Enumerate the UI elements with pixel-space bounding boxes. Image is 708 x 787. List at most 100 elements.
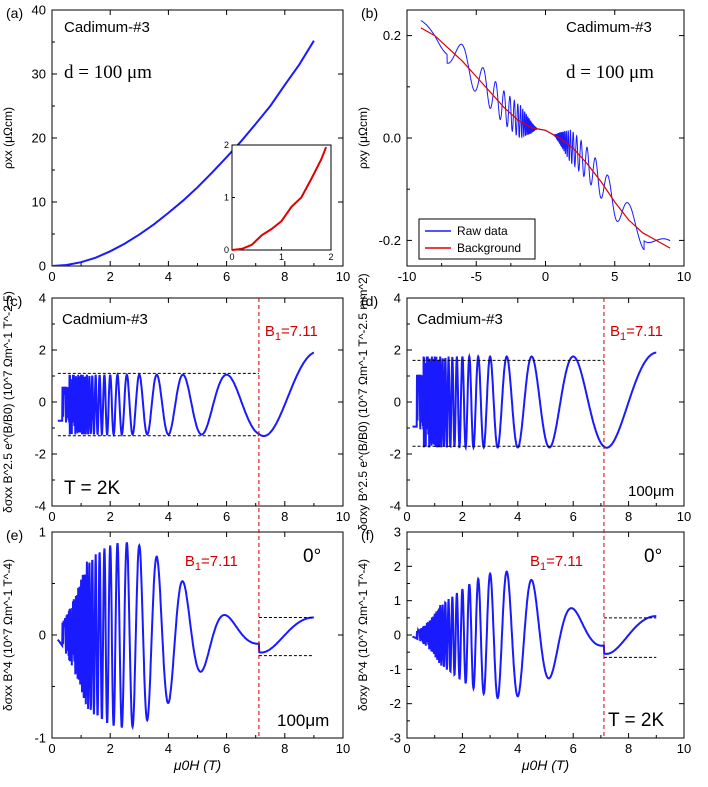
panel-f: 0 2 4 6 8 10 -3 -2 -1 0 1 2 3 δσxy B^4 (10^7 Ωm^-1 T^… [356,525,691,774]
x-tick-label: 10 [677,269,691,284]
y-tick-label: -3 [389,731,401,746]
x-tick-label: 8 [281,509,288,524]
x-tick-label: 0 [48,509,55,524]
y-tick-label: 0.2 [383,28,401,43]
y-tick-label: 0 [394,395,401,410]
y-tick-label: 4 [394,291,401,306]
sample-label: Cadmium-#3 [417,311,503,328]
y-tick-label: 10 [32,195,46,210]
plot-area [57,542,314,731]
series-line-oscillation [57,542,314,731]
y-tick-label: -4 [34,499,46,514]
inset-y-tick-label: 2 [224,140,229,150]
series-line-raw-data [420,20,671,251]
x-tick-label: 4 [514,509,521,524]
x-tick-label: 6 [570,509,577,524]
series-line-background [420,27,671,249]
x-tick-label: 6 [570,741,577,756]
x-tick-label: 2 [107,741,114,756]
y-tick-label: -1 [34,731,46,746]
legend-entry-raw: Raw data [457,224,508,238]
x-tick-label: 10 [677,509,691,524]
plot-area [57,351,315,438]
temperature-label: T = 2K [608,710,664,731]
y-tick-label: 20 [32,131,46,146]
series-line-oscillation [411,570,657,700]
x-tick-label: 4 [165,269,172,284]
x-tick-label: 8 [281,741,288,756]
inset-x-tick-label: 2 [328,252,333,262]
y-tick-label: 0 [39,395,46,410]
y-tick-label: -2 [389,696,401,711]
plot-area [420,20,671,251]
ref-label-sub: 1 [275,331,281,343]
x-tick-label: 4 [165,509,172,524]
y-axis-label: δσxy B^4 (10^7 Ωm^-1 T^-4) [356,559,370,711]
ref-label-sub: 1 [620,331,626,343]
ref-label-value: =7.11 [281,323,318,340]
thickness-label: 100μm [277,711,329,730]
inset-x-tick-label: 1 [279,252,284,262]
sample-label: Cadimum-#3 [64,19,150,36]
legend: Raw data Background [418,218,536,260]
y-axis-label: δσxx B^2.5 e^(B/B0) (10^7 Ωm^-1 T^-2.5) [1,291,15,513]
x-tick-label: 10 [336,741,350,756]
reference-field-label: B1=7.11 [530,553,583,573]
y-tick-label: 0 [394,628,401,643]
x-tick-label: 4 [165,741,172,756]
x-axis-label: μ0H (T) [521,757,569,773]
y-tick-label: 0 [39,259,46,274]
x-tick-label: -5 [470,269,482,284]
legend-box [418,218,536,260]
panel-label: (c) [6,293,22,309]
x-tick-label: 10 [677,741,691,756]
angle-label: 0° [644,546,662,567]
reference-field-label: B1=7.11 [265,323,318,343]
inset: 0 1 2 0 1 2 [224,140,334,262]
ref-label-main: B [530,553,540,570]
series-line-rhoxx [52,40,315,266]
panel-label: (d) [361,293,378,309]
reference-field-label: B1=7.11 [185,553,238,573]
panel-label: (b) [361,5,378,21]
ref-label-sub: 1 [195,561,201,573]
x-tick-label: 0 [542,269,549,284]
x-tick-label: 0 [48,269,55,284]
thickness-label: 100μm [628,483,674,500]
panel-label: (f) [361,527,374,543]
ref-label-main: B [265,323,275,340]
y-tick-label: 0.0 [383,131,401,146]
y-tick-label: 2 [39,343,46,358]
plot-area [52,40,315,266]
y-axis-label: ρxx (μΩcm) [1,107,15,169]
x-tick-label: 6 [223,741,230,756]
y-tick-label: -2 [389,447,401,462]
x-tick-label: 10 [336,269,350,284]
angle-label: 0° [303,546,321,567]
inset-y-tick-label: 1 [224,193,229,203]
x-tick-label: 2 [107,509,114,524]
y-tick-label: 0 [39,628,46,643]
y-tick-label: 2 [394,559,401,574]
x-tick-label: 8 [625,509,632,524]
sample-label: Cadimum-#3 [566,19,652,36]
y-tick-label: -2 [34,447,46,462]
y-tick-label: -0.2 [379,233,401,248]
plot-area [411,570,657,700]
legend-entry-background: Background [457,241,521,255]
y-tick-label: 40 [32,3,46,18]
x-tick-label: 2 [459,509,466,524]
ref-label-main: B [610,323,620,340]
ref-label-value: =7.11 [201,553,238,570]
inset-series-line [231,146,328,251]
x-tick-label: 8 [625,741,632,756]
panel-label: (e) [6,527,23,543]
x-tick-label: 5 [611,269,618,284]
x-tick-label: -10 [398,269,417,284]
panel-d: 0 2 4 6 8 10 -4 -2 0 2 4 δσxy B^2.5 e^(B/B0) (10^7 … [356,273,691,530]
panel-b: -10 -5 0 5 10 -0.2 0.0 0.2 ρxy (μΩcm) (b) Cadimum-… [356,5,691,284]
reference-field-label: B1=7.11 [610,323,663,343]
